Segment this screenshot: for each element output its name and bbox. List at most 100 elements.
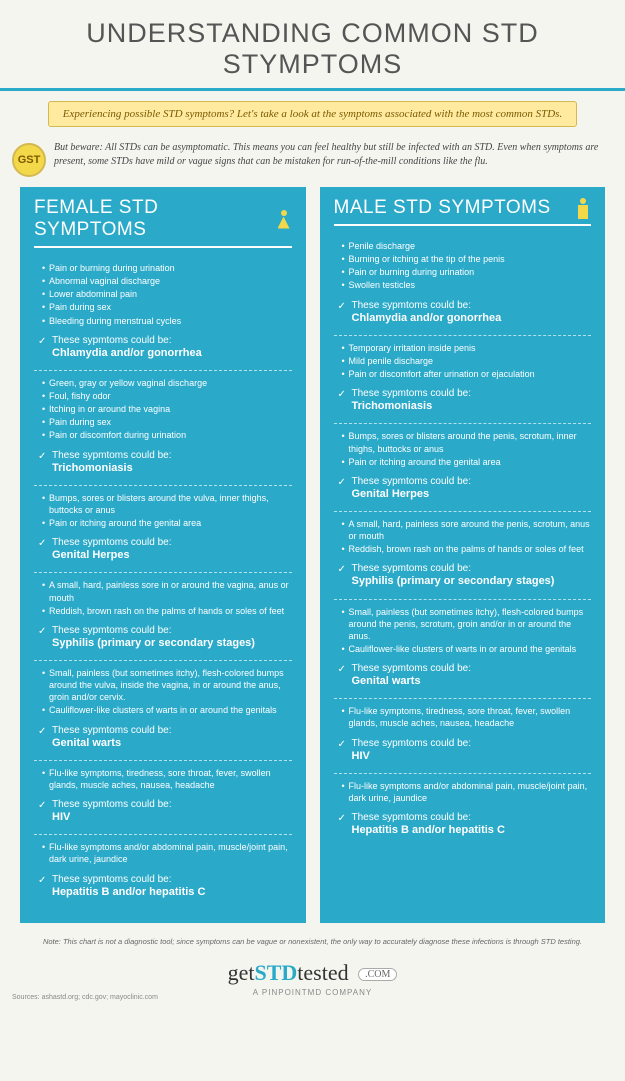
symptom-section: Temporary irritation inside penisMild pe… — [334, 335, 592, 424]
diagnosis-label: Hepatitis B and/or hepatitis C — [352, 824, 592, 837]
symptom-item: Pain or discomfort after urination or ej… — [342, 368, 592, 380]
female-heading: FEMALE STD SYMPTOMS — [34, 197, 276, 241]
symptom-item: Flu-like symptoms, tiredness, sore throa… — [342, 705, 592, 729]
symptom-item: Pain or itching around the genital area — [342, 456, 592, 468]
symptom-item: Reddish, brown rash on the palms of hand… — [342, 543, 592, 555]
diagnosis-label: Trichomoniasis — [52, 462, 292, 475]
symptom-item: Flu-like symptoms and/or abdominal pain,… — [42, 841, 292, 865]
diagnosis-label: Trichomoniasis — [352, 400, 592, 413]
symptom-item: Pain during sex — [42, 301, 292, 313]
symptom-section: A small, hard, painless sore around the … — [334, 511, 592, 599]
symptom-item: Swollen testicles — [342, 279, 592, 291]
diagnosis-label: Genital warts — [52, 737, 292, 750]
symptom-list: Flu-like symptoms and/or abdominal pain,… — [42, 841, 292, 865]
could-be-label: These sypmtoms could be: — [38, 799, 292, 810]
could-be-label: These sypmtoms could be: — [338, 563, 592, 574]
male-sections: Penile dischargeBurning or itching at th… — [334, 234, 592, 847]
brand-mid: STD — [254, 960, 297, 985]
symptom-list: A small, hard, painless sore in or aroun… — [42, 579, 292, 616]
symptom-list: Green, gray or yellow vaginal dischargeF… — [42, 377, 292, 442]
subtitle-pill: Experiencing possible STD symptoms? Let'… — [48, 101, 577, 127]
footer-brand: getSTDtested .COM — [0, 960, 625, 986]
symptom-item: Small, painless (but sometimes itchy), f… — [342, 606, 592, 642]
symptom-item: Bleeding during menstrual cycles — [42, 315, 292, 327]
diagnosis-label: Genital Herpes — [352, 488, 592, 501]
symptom-list: Penile dischargeBurning or itching at th… — [342, 240, 592, 292]
brand-post: tested — [297, 960, 348, 985]
disclaimer-note: Note: This chart is not a diagnostic too… — [0, 937, 625, 956]
symptom-item: Lower abdominal pain — [42, 288, 292, 300]
symptom-item: A small, hard, painless sore in or aroun… — [42, 579, 292, 603]
diagnosis-label: HIV — [52, 811, 292, 824]
female-column-header: FEMALE STD SYMPTOMS — [34, 197, 292, 248]
symptom-list: Flu-like symptoms and/or abdominal pain,… — [342, 780, 592, 804]
symptom-item: Flu-like symptoms and/or abdominal pain,… — [342, 780, 592, 804]
could-be-label: These sypmtoms could be: — [338, 476, 592, 487]
symptom-section: A small, hard, painless sore in or aroun… — [34, 572, 292, 660]
symptom-item: Reddish, brown rash on the palms of hand… — [42, 605, 292, 617]
symptom-section: Penile dischargeBurning or itching at th… — [334, 234, 592, 335]
symptom-item: Temporary irritation inside penis — [342, 342, 592, 354]
symptom-section: Green, gray or yellow vaginal dischargeF… — [34, 370, 292, 485]
brand-pre: get — [228, 960, 255, 985]
symptom-item: Pain or itching around the genital area — [42, 517, 292, 529]
diagnosis-label: Chlamydia and/or gonorrhea — [352, 312, 592, 325]
subtitle-wrap: Experiencing possible STD symptoms? Let'… — [0, 91, 625, 133]
symptom-section: Flu-like symptoms, tiredness, sore throa… — [34, 760, 292, 834]
diagnosis-label: Genital warts — [352, 675, 592, 688]
main-title: UNDERSTANDING COMMON STD STYMPTOMS — [0, 18, 625, 80]
symptom-item: Itching in or around the vagina — [42, 403, 292, 415]
symptom-section: Flu-like symptoms and/or abdominal pain,… — [34, 834, 292, 908]
symptom-item: Green, gray or yellow vaginal discharge — [42, 377, 292, 389]
symptom-item: Cauliflower-like clusters of warts in or… — [342, 643, 592, 655]
diagnosis-label: Hepatitis B and/or hepatitis C — [52, 886, 292, 899]
warning-text: But beware: All STDs can be asymptomatic… — [54, 141, 601, 168]
symptom-section: Flu-like symptoms and/or abdominal pain,… — [334, 773, 592, 847]
diagnosis-label: Chlamydia and/or gonorrhea — [52, 347, 292, 360]
symptom-section: Bumps, sores or blisters around the peni… — [334, 423, 592, 511]
symptom-item: Small, painless (but sometimes itchy), f… — [42, 667, 292, 703]
symptom-item: Pain during sex — [42, 416, 292, 428]
symptom-list: Bumps, sores or blisters around the peni… — [342, 430, 592, 467]
symptom-item: Cauliflower-like clusters of warts in or… — [42, 704, 292, 716]
symptom-item: A small, hard, painless sore around the … — [342, 518, 592, 542]
could-be-label: These sypmtoms could be: — [338, 738, 592, 749]
symptom-list: Small, painless (but sometimes itchy), f… — [42, 667, 292, 717]
symptom-item: Abnormal vaginal discharge — [42, 275, 292, 287]
symptom-list: Flu-like symptoms, tiredness, sore throa… — [42, 767, 292, 791]
diagnosis-label: HIV — [352, 750, 592, 763]
dotcom-pill: .COM — [358, 968, 397, 981]
symptom-section: Bumps, sores or blisters around the vulv… — [34, 485, 292, 573]
diagnosis-label: Genital Herpes — [52, 549, 292, 562]
symptom-list: Small, painless (but sometimes itchy), f… — [342, 606, 592, 656]
diagnosis-label: Syphilis (primary or secondary stages) — [52, 637, 292, 650]
could-be-label: These sypmtoms could be: — [38, 537, 292, 548]
could-be-label: These sypmtoms could be: — [38, 725, 292, 736]
symptom-item: Bumps, sores or blisters around the peni… — [342, 430, 592, 454]
could-be-label: These sypmtoms could be: — [38, 625, 292, 636]
could-be-label: These sypmtoms could be: — [338, 388, 592, 399]
symptom-list: Temporary irritation inside penisMild pe… — [342, 342, 592, 380]
symptom-section: Small, painless (but sometimes itchy), f… — [34, 660, 292, 760]
could-be-label: These sypmtoms could be: — [338, 300, 592, 311]
symptom-list: Bumps, sores or blisters around the vulv… — [42, 492, 292, 529]
symptom-item: Foul, fishy odor — [42, 390, 292, 402]
male-heading: MALE STD SYMPTOMS — [334, 197, 551, 219]
female-icon — [276, 210, 292, 229]
symptom-item: Flu-like symptoms, tiredness, sore throa… — [42, 767, 292, 791]
symptom-section: Small, painless (but sometimes itchy), f… — [334, 599, 592, 699]
sources-text: Sources: ashastd.org; cdc.gov; mayoclini… — [12, 994, 158, 1001]
gst-badge-icon: GST — [12, 143, 46, 177]
could-be-label: These sypmtoms could be: — [38, 450, 292, 461]
male-icon — [575, 198, 591, 219]
columns: FEMALE STD SYMPTOMS Pain or burning duri… — [0, 187, 625, 937]
diagnosis-label: Syphilis (primary or secondary stages) — [352, 575, 592, 588]
male-column-header: MALE STD SYMPTOMS — [334, 197, 592, 226]
could-be-label: These sypmtoms could be: — [38, 874, 292, 885]
could-be-label: These sypmtoms could be: — [38, 335, 292, 346]
symptom-section: Pain or burning during urinationAbnormal… — [34, 256, 292, 370]
symptom-list: Flu-like symptoms, tiredness, sore throa… — [342, 705, 592, 729]
symptom-list: A small, hard, painless sore around the … — [342, 518, 592, 555]
could-be-label: These sypmtoms could be: — [338, 663, 592, 674]
symptom-item: Pain or burning during urination — [342, 266, 592, 278]
